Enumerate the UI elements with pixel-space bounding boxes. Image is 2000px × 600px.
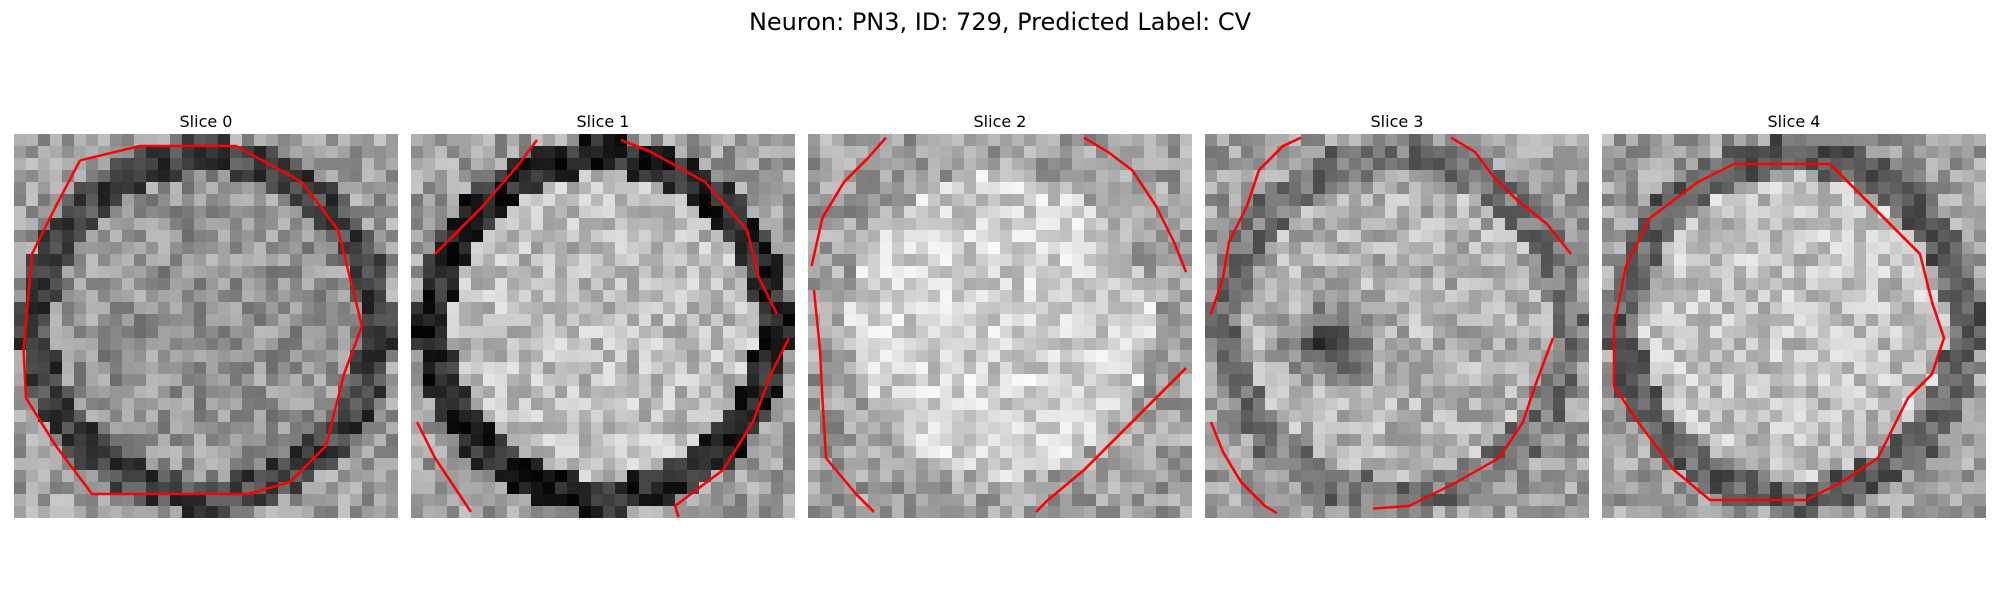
slice-image-2 — [808, 134, 1192, 518]
figure-title: Neuron: PN3, ID: 729, Predicted Label: C… — [748, 8, 1252, 36]
slice-panel-0: Slice 0 — [14, 110, 398, 518]
slice-title-1: Slice 1 — [576, 112, 630, 131]
slice-panel-4: Slice 4 — [1602, 110, 1986, 518]
slice-image-3 — [1205, 134, 1589, 518]
slice-image-0 — [14, 134, 398, 518]
slice-image-4 — [1602, 134, 1986, 518]
slice-panel-2: Slice 2 — [808, 110, 1192, 518]
slice-panel-3: Slice 3 — [1205, 110, 1589, 518]
slice-title-3: Slice 3 — [1370, 112, 1424, 131]
slice-panel-1: Slice 1 — [411, 110, 795, 518]
slice-title-4: Slice 4 — [1767, 112, 1821, 131]
slice-title-2: Slice 2 — [973, 112, 1027, 131]
slice-image-1 — [411, 134, 795, 518]
slice-title-0: Slice 0 — [179, 112, 233, 131]
